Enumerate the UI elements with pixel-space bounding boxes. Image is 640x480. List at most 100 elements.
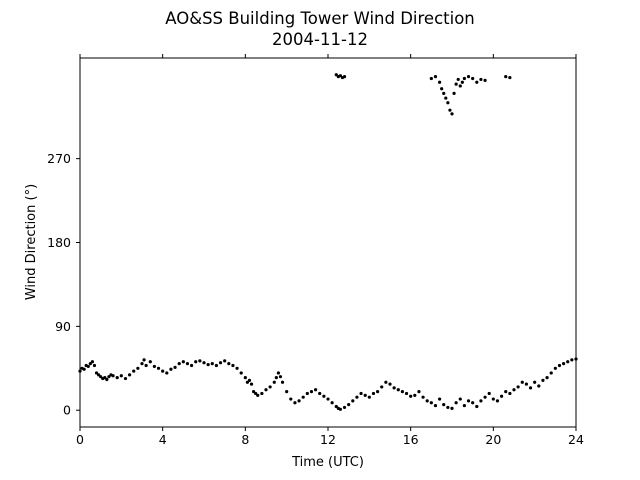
data-point: [359, 391, 363, 396]
data-point: [338, 74, 342, 78]
data-point: [456, 77, 460, 82]
plot-area-frame: [79, 57, 577, 428]
data-point: [425, 399, 429, 403]
data-point: [466, 75, 471, 79]
data-point: [107, 375, 111, 379]
data-point: [264, 388, 268, 392]
data-point: [119, 374, 123, 378]
data-point: [274, 376, 278, 380]
data-point: [454, 401, 458, 405]
data-point: [516, 385, 520, 389]
data-point: [190, 363, 194, 368]
data-point: [334, 73, 338, 77]
data-point: [342, 405, 347, 410]
x-tick-label: 20: [485, 432, 501, 447]
data-point: [433, 403, 438, 408]
x-tick-label: 16: [403, 432, 419, 447]
data-point: [86, 364, 90, 369]
data-point: [442, 91, 446, 96]
data-point: [322, 394, 326, 398]
data-point: [438, 80, 442, 84]
x-tick-label: 4: [159, 432, 167, 447]
data-point: [338, 407, 342, 411]
data-point: [280, 380, 285, 384]
data-point: [500, 394, 504, 398]
data-point: [289, 397, 293, 401]
data-point: [97, 373, 101, 377]
data-point: [458, 397, 462, 401]
data-point: [429, 401, 433, 405]
data-point: [252, 389, 256, 394]
data-point: [347, 403, 351, 407]
data-point: [90, 360, 94, 364]
data-point: [268, 385, 272, 389]
data-point: [334, 404, 338, 409]
data-point: [245, 380, 249, 384]
y-tick-label: 270: [47, 151, 71, 166]
data-point: [562, 362, 566, 366]
data-point: [314, 388, 318, 392]
x-tick-label: 0: [76, 432, 84, 447]
data-point: [177, 362, 181, 366]
data-point: [194, 360, 198, 364]
data-point: [123, 376, 128, 381]
data-point: [384, 380, 388, 384]
data-point: [475, 404, 479, 409]
data-point: [508, 391, 512, 396]
data-point: [400, 389, 404, 394]
data-point: [479, 77, 483, 82]
data-point: [471, 401, 475, 405]
data-point: [128, 373, 132, 377]
data-point: [276, 371, 280, 375]
data-point: [458, 84, 462, 88]
data-point: [479, 399, 483, 403]
data-point: [508, 75, 512, 80]
data-point: [512, 388, 516, 392]
data-point: [520, 380, 524, 384]
data-point: [140, 362, 144, 366]
data-point: [440, 87, 444, 91]
data-point: [301, 395, 305, 399]
data-point: [173, 365, 177, 369]
data-point: [235, 366, 239, 370]
data-point: [88, 362, 92, 366]
data-point: [144, 363, 148, 368]
data-point: [223, 359, 227, 363]
data-point: [214, 363, 218, 368]
data-point: [487, 391, 491, 396]
data-point: [392, 386, 396, 390]
data-point: [557, 363, 562, 368]
data-point: [475, 80, 479, 84]
x-tick-label: 8: [241, 432, 249, 447]
data-point: [446, 405, 450, 410]
data-point: [309, 389, 314, 394]
data-point: [218, 361, 223, 365]
data-point: [206, 362, 210, 367]
data-point: [239, 371, 243, 375]
data-point: [249, 382, 254, 386]
data-point: [446, 101, 450, 105]
data-point: [94, 371, 99, 375]
data-point: [442, 403, 446, 407]
data-point: [454, 82, 458, 86]
data-point: [504, 389, 508, 394]
data-point: [198, 359, 202, 363]
data-point: [152, 364, 156, 369]
data-point: [92, 363, 97, 368]
data-point: [388, 382, 392, 386]
x-axis-label: Time (UTC): [291, 455, 364, 470]
data-point: [210, 362, 214, 366]
data-point: [132, 369, 136, 373]
data-point: [297, 399, 301, 403]
y-tick-label: 90: [55, 319, 71, 334]
data-point: [105, 377, 109, 382]
data-point: [566, 360, 570, 364]
data-point: [103, 376, 107, 380]
data-point: [483, 395, 487, 399]
data-point: [99, 375, 103, 379]
data-point: [367, 395, 371, 399]
data-point: [111, 374, 115, 378]
data-point: [355, 395, 359, 399]
data-point: [570, 358, 574, 362]
data-point: [326, 397, 330, 401]
